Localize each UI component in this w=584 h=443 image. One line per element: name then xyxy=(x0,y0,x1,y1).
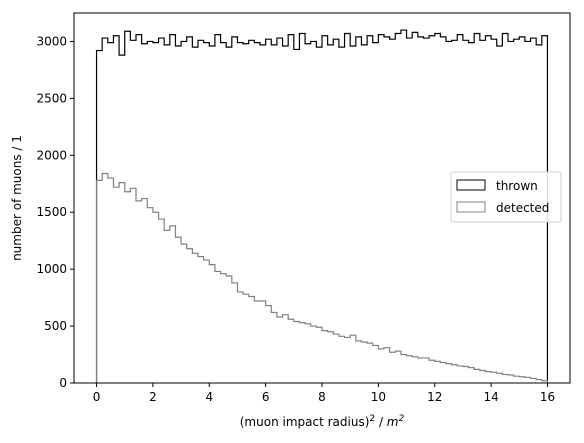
series-line-detected xyxy=(95,172,549,383)
y-axis-label: number of muons / 1 xyxy=(10,135,24,261)
legend-frame xyxy=(450,171,562,223)
x-axis-label-sep: / xyxy=(375,415,387,429)
x-tick-label: 8 xyxy=(318,390,326,404)
y-tick-label: 500 xyxy=(44,319,67,333)
x-axis-label-sup2: 2 xyxy=(399,414,405,424)
series-layer xyxy=(95,29,549,383)
legend-label-detected: detected xyxy=(496,201,549,215)
y-axis: 0 500 1000 1500 2000 2500 3000 xyxy=(36,34,74,390)
legend-swatch-detected xyxy=(456,201,486,213)
legend-label-thrown: thrown xyxy=(496,179,538,193)
y-tick-label: 3000 xyxy=(36,34,67,48)
x-axis-label-sup1: 2 xyxy=(369,414,375,424)
x-axis: 0 2 4 6 8 10 12 14 16 xyxy=(93,383,555,404)
x-axis-label: (muon impact radius)2 / m2 xyxy=(240,414,405,429)
x-tick-label: 0 xyxy=(93,390,101,404)
x-tick-label: 10 xyxy=(371,390,386,404)
y-tick-label: 2500 xyxy=(36,91,67,105)
x-tick-label: 12 xyxy=(427,390,442,404)
legend-swatch-thrown xyxy=(456,179,486,191)
y-tick-label: 1500 xyxy=(36,205,67,219)
x-tick-label: 6 xyxy=(262,390,270,404)
y-tick-label: 0 xyxy=(59,376,67,390)
series-line-thrown xyxy=(95,29,549,383)
x-tick-label: 14 xyxy=(483,390,498,404)
y-tick-label: 2000 xyxy=(36,148,67,162)
y-tick-label: 1000 xyxy=(36,262,67,276)
x-axis-label-unit: m xyxy=(387,415,399,429)
legend: thrown detected xyxy=(450,171,562,223)
x-tick-label: 16 xyxy=(540,390,555,404)
x-tick-label: 4 xyxy=(205,390,213,404)
x-tick-label: 2 xyxy=(149,390,157,404)
